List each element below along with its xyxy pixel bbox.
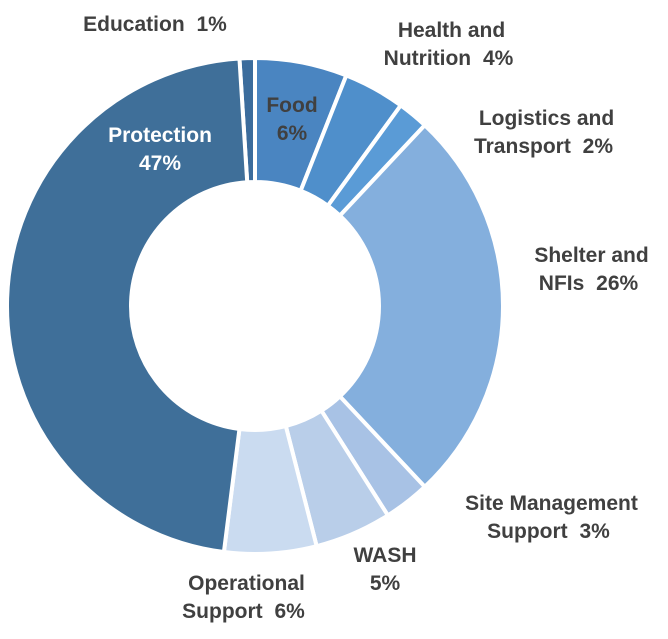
category-label: Operational Support (182, 572, 305, 623)
category-label: Site Management Support (465, 492, 638, 543)
data-label: Shelter and NFIs 26% (505, 242, 668, 298)
value-label: 6% (276, 122, 308, 145)
value-label: 47% (138, 152, 182, 175)
value-label: 5% (369, 572, 401, 595)
data-label: Operational Support 6% (145, 570, 345, 626)
category-label: WASH (353, 544, 417, 567)
data-label: Protection 47% (80, 122, 240, 178)
data-label: Health and Nutrition 4% (350, 17, 550, 73)
category-label: Education (83, 13, 185, 36)
category-label: Health and Nutrition (383, 19, 506, 70)
value-label: 1% (196, 13, 227, 36)
data-label: Site Management Support 3% (425, 490, 668, 546)
value-label: 6% (274, 600, 305, 623)
donut-segment (5, 56, 250, 555)
data-label: Logistics and Transport 2% (445, 105, 645, 161)
category-label: Food (266, 94, 318, 117)
value-label: 2% (582, 135, 614, 158)
category-label: Logistics and Transport (473, 107, 615, 158)
category-label: Protection (108, 124, 212, 147)
data-label: WASH 5% (335, 542, 435, 598)
value-label: 4% (482, 47, 514, 70)
category-label: Shelter and NFIs (534, 244, 649, 295)
value-label: 26% (596, 272, 639, 295)
data-label: Education 1% (5, 11, 305, 39)
value-label: 3% (579, 520, 610, 543)
donut-segment (337, 122, 505, 490)
data-label: Food 6% (252, 92, 332, 148)
